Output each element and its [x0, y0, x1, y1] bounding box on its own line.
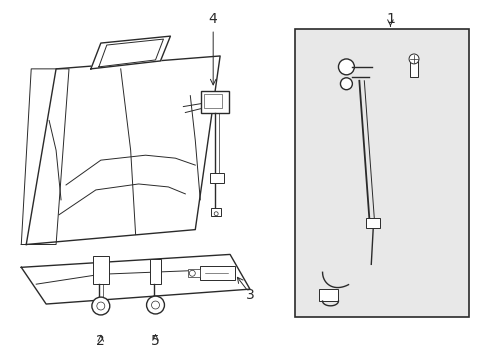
Bar — [200, 266, 235, 280]
Bar — [211, 208, 221, 216]
Bar — [201, 91, 228, 113]
Circle shape — [338, 59, 354, 75]
Text: 4: 4 — [208, 12, 217, 26]
Text: 5: 5 — [151, 334, 160, 348]
Polygon shape — [91, 36, 170, 69]
Circle shape — [340, 78, 352, 90]
Polygon shape — [21, 69, 69, 244]
Polygon shape — [21, 255, 249, 304]
Bar — [366, 218, 380, 228]
Bar — [93, 256, 108, 284]
Polygon shape — [26, 56, 220, 244]
Circle shape — [92, 297, 109, 315]
Bar — [210, 173, 224, 183]
Bar — [149, 260, 161, 284]
Circle shape — [214, 212, 218, 216]
Bar — [409, 61, 417, 77]
Bar — [318, 289, 338, 301]
Text: 1: 1 — [385, 12, 394, 26]
Text: 3: 3 — [245, 288, 254, 302]
Circle shape — [146, 296, 164, 314]
Circle shape — [408, 54, 418, 64]
Bar — [294, 29, 468, 317]
Bar — [204, 94, 222, 108]
Text: 2: 2 — [96, 334, 105, 348]
Circle shape — [189, 270, 195, 276]
Circle shape — [97, 302, 104, 310]
Bar — [188, 269, 200, 277]
Circle shape — [151, 301, 159, 309]
